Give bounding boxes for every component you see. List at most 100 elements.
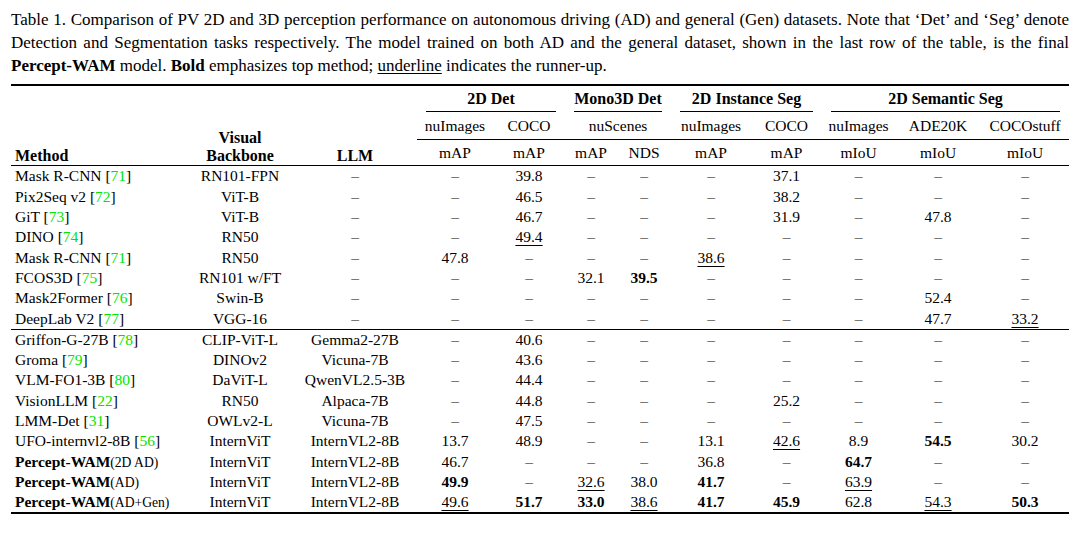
citation-ref[interactable]: [22] <box>88 392 118 409</box>
citation-ref[interactable]: [76] <box>103 289 133 306</box>
metric-cell: – <box>671 391 751 411</box>
metric-cell: – <box>981 391 1069 411</box>
citation-number[interactable]: 73 <box>49 208 65 225</box>
metric-cell: 32.1 <box>565 268 617 288</box>
metric-cell: 47.7 <box>895 308 981 329</box>
citation-ref[interactable]: [31] <box>80 412 110 429</box>
citation-number[interactable]: 72 <box>95 188 111 205</box>
backbone-cell: RN50 <box>187 391 293 411</box>
citation-number[interactable]: 56 <box>139 432 155 449</box>
metric-value: – <box>1021 371 1029 388</box>
metric-value: – <box>855 351 863 368</box>
metric-cell: – <box>822 207 895 227</box>
metric-cell: 25.2 <box>751 391 822 411</box>
citation-ref[interactable]: [71] <box>102 249 132 266</box>
metric-value: – <box>587 228 595 245</box>
metric-value: – <box>451 269 459 286</box>
citation-ref[interactable]: [79] <box>58 351 88 368</box>
metric-cell: – <box>895 391 981 411</box>
metric-cell: – <box>417 350 493 370</box>
citation-ref[interactable]: [72] <box>86 188 116 205</box>
backbone-cell: DINOv2 <box>187 350 293 370</box>
citation-number[interactable]: 71 <box>111 249 127 266</box>
metric-cell: 46.7 <box>493 207 565 227</box>
metric-value: – <box>451 208 459 225</box>
citation-number[interactable]: 22 <box>97 392 113 409</box>
citation-number[interactable]: 78 <box>118 331 134 348</box>
metric-cell: 54.3 <box>895 492 981 513</box>
metric-cell: – <box>617 227 671 247</box>
metric-value: – <box>934 167 942 184</box>
metric-cell: – <box>981 207 1069 227</box>
metric-value: 33.2 <box>1011 310 1038 327</box>
metric-cell: – <box>822 329 895 350</box>
metric-cell: – <box>617 451 671 471</box>
metric-cell: 33.2 <box>981 308 1069 329</box>
metric-cell: 46.5 <box>493 187 565 207</box>
metric-cell: – <box>565 308 617 329</box>
method-cell: Percept-WAM(2D AD) <box>11 451 187 471</box>
citation-ref[interactable]: [75] <box>73 269 103 286</box>
metric-cell: – <box>751 288 822 308</box>
citation-ref[interactable]: [73] <box>40 208 70 225</box>
metric-value: 49.9 <box>441 473 468 490</box>
citation-ref[interactable]: [77] <box>94 310 124 327</box>
metric-cell: 43.6 <box>493 350 565 370</box>
metric-value: 47.7 <box>924 310 951 327</box>
metric-cell: – <box>565 411 617 431</box>
metric-value: 47.5 <box>515 412 542 429</box>
metric-cell: 38.6 <box>617 492 671 513</box>
method-cell: Groma [79] <box>11 350 187 370</box>
citation-number[interactable]: 74 <box>63 228 79 245</box>
metric-header: mAP <box>417 140 493 166</box>
metric-cell: 41.7 <box>671 472 751 492</box>
metric-value: 38.0 <box>630 473 657 490</box>
citation-ref[interactable]: [74] <box>54 228 84 245</box>
citation-number[interactable]: 75 <box>82 269 98 286</box>
metric-value: – <box>1021 412 1029 429</box>
metric-value: – <box>934 249 942 266</box>
metric-value: – <box>451 331 459 348</box>
metric-value: 64.7 <box>845 453 872 470</box>
citation-ref[interactable]: [71] <box>102 167 132 184</box>
backbone-cell: CLIP-ViT-L <box>187 329 293 350</box>
metric-cell: – <box>751 472 822 492</box>
metric-cell: – <box>895 451 981 471</box>
citation-number[interactable]: 31 <box>89 412 105 429</box>
dataset-header-nuscenes: nuScenes <box>565 112 671 140</box>
table-caption: Table 1. Comparison of PV 2D and 3D perc… <box>11 8 1069 77</box>
method-cell: Mask R-CNN [71] <box>11 166 187 187</box>
backbone-cell: RN50 <box>187 227 293 247</box>
backbone-cell: ViT-B <box>187 187 293 207</box>
metric-cell: – <box>565 227 617 247</box>
table-row: DeepLab V2 [77]VGG-16––––––––47.733.2 <box>11 308 1069 329</box>
metric-cell: – <box>671 288 751 308</box>
metric-cell: – <box>565 391 617 411</box>
metric-cell: – <box>565 431 617 451</box>
metric-value: – <box>640 310 648 327</box>
citation-ref[interactable]: [78] <box>109 331 139 348</box>
metric-value: 39.8 <box>515 167 542 184</box>
method-name: FCOS3D <box>15 269 73 286</box>
metric-cell: 62.8 <box>822 492 895 513</box>
citation-ref[interactable]: [80] <box>105 371 135 388</box>
citation-number[interactable]: 79 <box>67 351 83 368</box>
metric-value: – <box>1021 249 1029 266</box>
citation-number[interactable]: 71 <box>111 167 127 184</box>
citation-ref[interactable]: [56] <box>130 432 160 449</box>
metric-value: – <box>451 392 459 409</box>
method-name: VisionLLM <box>15 392 88 409</box>
backbone-cell: DaViT-L <box>187 370 293 390</box>
metric-cell: – <box>895 268 981 288</box>
citation-number[interactable]: 76 <box>112 289 128 306</box>
caption-segment: model. <box>115 56 170 75</box>
metric-value: 31.9 <box>773 208 800 225</box>
metric-cell: – <box>417 308 493 329</box>
metric-cell: – <box>417 370 493 390</box>
metric-cell: – <box>493 268 565 288</box>
metric-cell: – <box>822 248 895 268</box>
citation-number[interactable]: 80 <box>114 371 130 388</box>
metric-value: 43.6 <box>515 351 542 368</box>
citation-number[interactable]: 77 <box>103 310 119 327</box>
metric-value: – <box>934 371 942 388</box>
